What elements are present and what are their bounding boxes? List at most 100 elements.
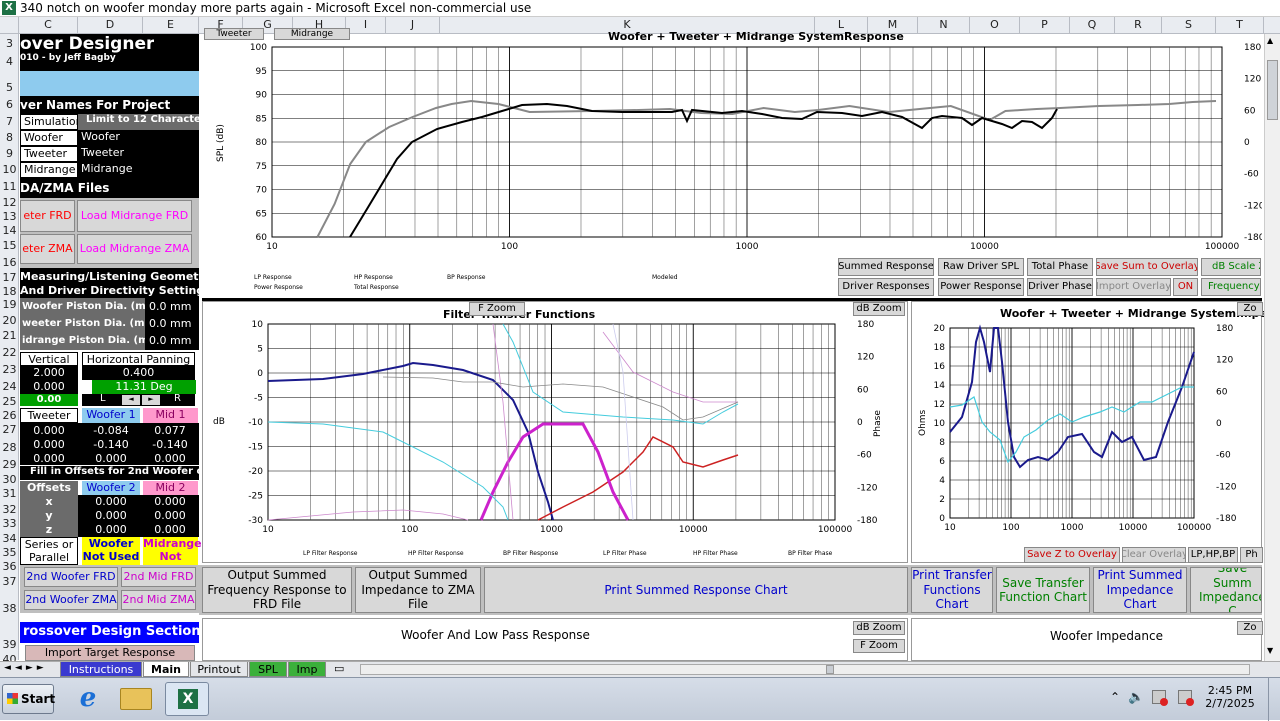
column-header[interactable]: M — [868, 17, 918, 33]
column-header[interactable]: K — [440, 17, 815, 33]
row-header[interactable]: 23 — [2, 363, 17, 376]
row-header[interactable]: 6 — [6, 98, 13, 111]
tab-imp[interactable]: Imp — [288, 662, 326, 677]
tab-main[interactable]: Main — [143, 662, 189, 677]
save-z-overlay-button[interactable]: Save Z to Overlay — [1024, 547, 1120, 563]
tweeter-name-input[interactable]: Tweeter — [78, 146, 199, 162]
vertical-scrollbar[interactable]: ▲ ▼ — [1264, 34, 1280, 661]
clear-overlay-button[interactable]: Clear Overlay — [1122, 547, 1186, 563]
row-header[interactable]: 19 — [2, 298, 17, 311]
import-target-button[interactable]: Import Target Response — [25, 645, 195, 661]
row-header[interactable]: 20 — [2, 314, 17, 327]
start-button[interactable]: Start — [2, 684, 55, 714]
column-header[interactable]: C — [19, 17, 78, 33]
second-mid-zma-button[interactable]: 2nd Mid ZMA — [121, 590, 196, 610]
column-header[interactable]: O — [970, 17, 1020, 33]
horizontal-scrollbar[interactable] — [360, 664, 1250, 675]
woofer-not-used-toggle[interactable]: Woofer Not Used — [82, 537, 140, 565]
midrange-not-used-toggle[interactable]: Midrange Not Used — [143, 537, 202, 576]
row-header[interactable]: 33 — [2, 517, 17, 530]
column-header[interactable]: I — [346, 17, 386, 33]
save-summed-impedance-button[interactable]: Save Summ Impedance C — [1190, 567, 1262, 613]
row-header[interactable]: 25 — [2, 395, 17, 408]
mid1-offset-1[interactable]: 0.077 — [154, 424, 186, 437]
impedance-zoom-button[interactable]: Zo — [1237, 302, 1263, 316]
row-header[interactable]: 30 — [2, 473, 17, 486]
output-frd-button[interactable]: Output Summed Frequency Response to FRD … — [202, 567, 352, 613]
woofer-name-input[interactable]: Woofer — [78, 130, 199, 146]
tab-printout[interactable]: Printout — [190, 662, 248, 677]
row-header[interactable]: 29 — [2, 458, 17, 471]
internet-explorer-icon[interactable]: e — [79, 683, 97, 713]
mid2-y[interactable]: 0.000 — [154, 509, 186, 522]
column-header[interactable]: G — [243, 17, 293, 33]
total-phase-button[interactable]: Total Phase — [1027, 258, 1093, 276]
show-hidden-icons-icon[interactable]: ⌃ — [1110, 690, 1121, 704]
midrange-dropdown[interactable]: Midrange — [274, 28, 350, 40]
row-header[interactable]: 28 — [2, 441, 17, 454]
row-header[interactable]: 21 — [2, 329, 17, 342]
row-header[interactable]: 17 — [2, 271, 17, 284]
row-header[interactable]: 13 — [2, 210, 17, 223]
load-tweeter-frd-button[interactable]: eter FRD — [20, 200, 75, 232]
save-sum-overlay-button[interactable]: Save Sum to Overlay — [1096, 258, 1198, 276]
lphpbp-button[interactable]: LP,HP,BP — [1188, 547, 1238, 563]
row-header[interactable]: 27 — [2, 423, 17, 436]
column-header[interactable]: F — [199, 17, 243, 33]
raw-driver-spl-button[interactable]: Raw Driver SPL — [938, 258, 1024, 276]
row-header[interactable]: 26 — [2, 409, 17, 422]
power-response-button[interactable]: Power Response — [938, 278, 1024, 296]
row-header[interactable]: 32 — [2, 503, 17, 516]
panning-scrollbar[interactable]: L ◄ ► R — [82, 394, 195, 406]
row-header[interactable]: 7 — [6, 115, 13, 128]
column-header[interactable]: Q — [1070, 17, 1115, 33]
tweeter-offset-2[interactable]: 0.000 — [33, 438, 65, 451]
mid2-z[interactable]: 0.000 — [154, 523, 186, 536]
load-tweeter-zma-button[interactable]: eter ZMA — [20, 234, 75, 264]
bottom-db-zoom-button[interactable]: dB Zoom — [853, 621, 905, 635]
column-header[interactable]: J — [386, 17, 440, 33]
tab-nav-arrows-icon[interactable]: ◄◄►► — [4, 663, 48, 673]
scroll-down-icon[interactable]: ▼ — [1267, 646, 1274, 655]
output-zma-button[interactable]: Output Summed Impedance to ZMA File — [355, 567, 481, 613]
horizontal-value-1[interactable]: 0.400 — [82, 366, 195, 380]
show-desktop-button[interactable] — [1268, 678, 1280, 721]
row-header[interactable]: 37 — [2, 575, 17, 588]
row-header[interactable]: 5 — [6, 81, 13, 94]
tab-spl[interactable]: SPL — [249, 662, 287, 677]
driver-phase-button[interactable]: Driver Phase — [1027, 278, 1093, 296]
vertical-value-1[interactable]: 2.000 — [20, 366, 78, 380]
midrange-name-input[interactable]: Midrange — [78, 162, 199, 178]
row-header[interactable]: 10 — [2, 163, 17, 176]
bottom-zoom-button[interactable]: Zo — [1237, 621, 1263, 635]
woofer1-offset-1[interactable]: -0.084 — [93, 424, 129, 437]
print-summed-impedance-button[interactable]: Print Summed Impedance Chart — [1093, 567, 1187, 613]
save-transfer-function-button[interactable]: Save Transfer Function Chart — [996, 567, 1090, 613]
db-zoom-button[interactable]: dB Zoom — [853, 302, 905, 316]
column-header[interactable]: P — [1020, 17, 1070, 33]
row-header[interactable]: 34 — [2, 532, 17, 545]
bottom-f-zoom-button[interactable]: F Zoom — [853, 639, 905, 653]
row-header[interactable]: 4 — [6, 55, 13, 68]
tweeter-piston-input[interactable]: 0.0 mm — [149, 317, 192, 330]
tweeter-offset-1[interactable]: 0.000 — [33, 424, 65, 437]
column-header[interactable]: D — [78, 17, 143, 33]
mid2-x[interactable]: 0.000 — [154, 495, 186, 508]
volume-icon[interactable]: 🔈 — [1128, 690, 1145, 705]
print-transfer-functions-button[interactable]: Print Transfer Functions Chart — [911, 567, 993, 613]
import-overlay-button[interactable]: Import Overlay — [1096, 278, 1171, 296]
row-header[interactable]: 8 — [6, 131, 13, 144]
row-header[interactable]: 39 — [2, 638, 17, 651]
action-center-icon[interactable] — [1178, 690, 1194, 706]
tweeter-offset-3[interactable]: 0.000 — [33, 452, 65, 465]
row-header[interactable]: 3 — [6, 37, 13, 50]
print-summed-response-button[interactable]: Print Summed Response Chart — [484, 567, 908, 613]
insert-sheet-icon[interactable]: ▭ — [334, 662, 345, 675]
column-header[interactable]: T — [1216, 17, 1264, 33]
woofer2-x[interactable]: 0.000 — [95, 495, 127, 508]
row-header[interactable]: 38 — [2, 602, 17, 615]
second-woofer-frd-button[interactable]: 2nd Woofer FRD — [24, 567, 118, 587]
row-header[interactable]: 15 — [2, 239, 17, 252]
column-header[interactable]: H — [293, 17, 346, 33]
column-header[interactable]: S — [1162, 17, 1216, 33]
